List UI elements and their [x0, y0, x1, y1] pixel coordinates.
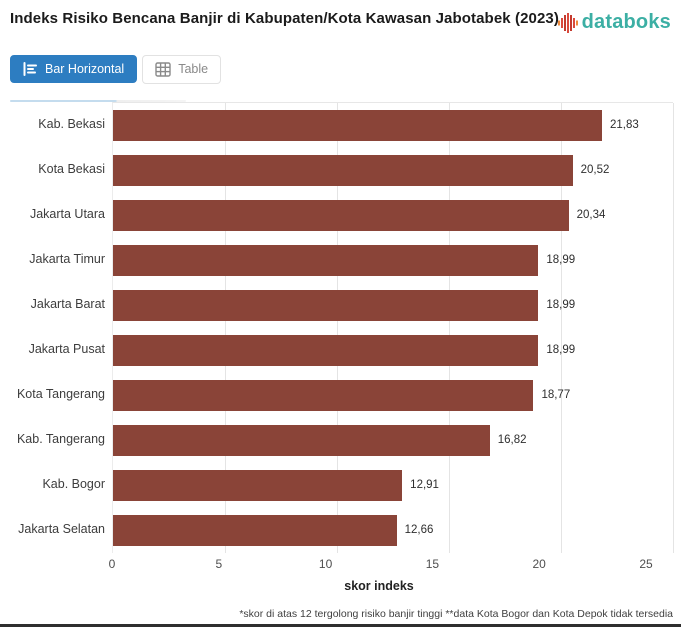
x-tick-label: 5: [215, 556, 223, 571]
plot-area: 21,83 20,52 20,34 18,99 18,99 18,99 18,77 16,82…: [112, 101, 674, 553]
bar-chart: Kab. Bekasi Kota Bekasi Jakarta Utara Jakar…: [10, 101, 674, 553]
x-tick-label: 15: [425, 556, 440, 571]
page-title: Indeks Risiko Bencana Banjir di Kabupate…: [10, 10, 559, 27]
bar-value-label: 12,91: [410, 479, 439, 491]
category-label: Kab. Tangerang: [16, 432, 105, 446]
horizontal-bar-chart-icon: [23, 62, 38, 76]
bar[interactable]: [113, 109, 602, 141]
bar[interactable]: [113, 289, 539, 321]
window-bottom-edge: [0, 624, 681, 627]
bar-value-label: 16,82: [497, 434, 527, 446]
category-label: Jakarta Barat: [30, 297, 105, 311]
databoks-wordmark: databoks: [581, 11, 671, 33]
gridline: [673, 102, 674, 553]
gridline: [561, 102, 562, 553]
bar-value-label: 18,99: [546, 254, 576, 266]
bar-row: 20,52: [113, 148, 673, 193]
bar-row: 18,99: [113, 238, 673, 283]
bar[interactable]: [113, 379, 534, 411]
active-button-shadow: [10, 100, 186, 102]
category-label: Kab. Bekasi: [38, 117, 105, 131]
x-tick-label: 0: [108, 556, 116, 571]
bar[interactable]: [113, 199, 569, 231]
category-label: Jakarta Pusat: [28, 342, 105, 356]
bar-value-label: 21,83: [609, 119, 639, 131]
header: Indeks Risiko Bencana Banjir di Kabupate…: [10, 8, 673, 34]
bar[interactable]: [113, 424, 490, 456]
bar-value-label: 18,99: [546, 299, 576, 311]
bar-value-label: 18,99: [546, 344, 576, 356]
bar-row: 21,83: [113, 103, 673, 148]
bar-value-label: 20,52: [580, 164, 610, 176]
bar[interactable]: [113, 469, 403, 501]
bar-value-label: 12,66: [404, 524, 434, 536]
table-grid-icon: [155, 61, 171, 77]
bar[interactable]: [113, 514, 397, 546]
table-button[interactable]: Table: [142, 54, 222, 84]
gridline: [225, 102, 226, 553]
bar[interactable]: [113, 334, 539, 366]
databoks-logo[interactable]: databoks: [557, 11, 671, 34]
category-label: Jakarta Selatan: [18, 522, 105, 536]
bar-row: 18,99: [113, 328, 673, 373]
gridline: [449, 102, 450, 553]
bar-value-label: 20,34: [576, 209, 606, 221]
x-tick-label: 25: [639, 556, 653, 571]
gridline: [337, 102, 338, 553]
databoks-bars-icon: [557, 12, 579, 34]
category-label: Kab. Bogor: [42, 477, 105, 491]
category-label: Kota Bekasi: [38, 162, 105, 176]
view-toggle: Bar Horizontal Table: [10, 54, 673, 84]
bar-horizontal-button[interactable]: Bar Horizontal: [10, 55, 138, 83]
category-label: Jakarta Timur: [29, 252, 105, 266]
x-axis: 0 5 10 15 20 25: [108, 556, 653, 573]
bar[interactable]: [113, 244, 539, 276]
bar-horizontal-label: Bar Horizontal: [45, 62, 125, 76]
x-axis-title: skor indeks: [344, 578, 414, 593]
footnote: *skor di atas 12 tergolong risiko banjir…: [239, 608, 673, 620]
bar-value-label: 18,77: [541, 389, 571, 401]
bar-row: 18,99: [113, 283, 673, 328]
category-label: Kota Tangerang: [16, 387, 105, 401]
table-label: Table: [178, 62, 209, 76]
x-tick-label: 10: [318, 556, 333, 571]
x-tick-label: 20: [532, 556, 546, 571]
category-label: Jakarta Utara: [29, 207, 105, 221]
bar-row: 20,34: [113, 193, 673, 238]
bar-row: 12,91: [113, 463, 673, 508]
bar[interactable]: [113, 154, 573, 186]
bar-row: 18,77: [113, 373, 673, 418]
bar-row: 12,66: [113, 508, 673, 553]
bar-row: 16,82: [113, 418, 673, 463]
category-labels: Kab. Bekasi Kota Bekasi Jakarta Utara Jakar…: [10, 102, 112, 553]
